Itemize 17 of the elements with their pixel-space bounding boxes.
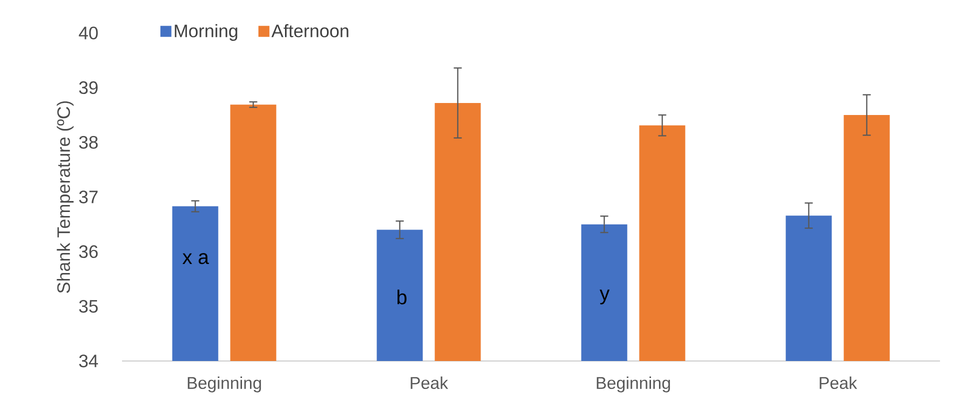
annotation: b bbox=[397, 290, 406, 304]
y-axis-title: Shank Temperature (ºC) bbox=[56, 101, 74, 293]
y-tick-label: 38 bbox=[79, 136, 98, 149]
legend-label: Morning bbox=[174, 24, 238, 41]
y-tick-label: 40 bbox=[78, 26, 98, 40]
y-tick-label: 34 bbox=[79, 354, 98, 368]
legend-label: Afternoon bbox=[271, 24, 348, 38]
x-tick-label: Peak bbox=[820, 376, 858, 390]
x-tick-label: Beginning bbox=[188, 376, 261, 392]
y-tick-label: 39 bbox=[79, 81, 98, 94]
annotation: x a bbox=[182, 253, 209, 264]
x-tick-label: Peak bbox=[410, 376, 448, 390]
x-tick-label: Beginning bbox=[596, 376, 670, 392]
annotation: y bbox=[600, 290, 610, 304]
y-tick-label: 36 bbox=[79, 245, 98, 258]
y-tick-label: 37 bbox=[79, 190, 98, 204]
y-tick-label: 35 bbox=[79, 300, 98, 313]
